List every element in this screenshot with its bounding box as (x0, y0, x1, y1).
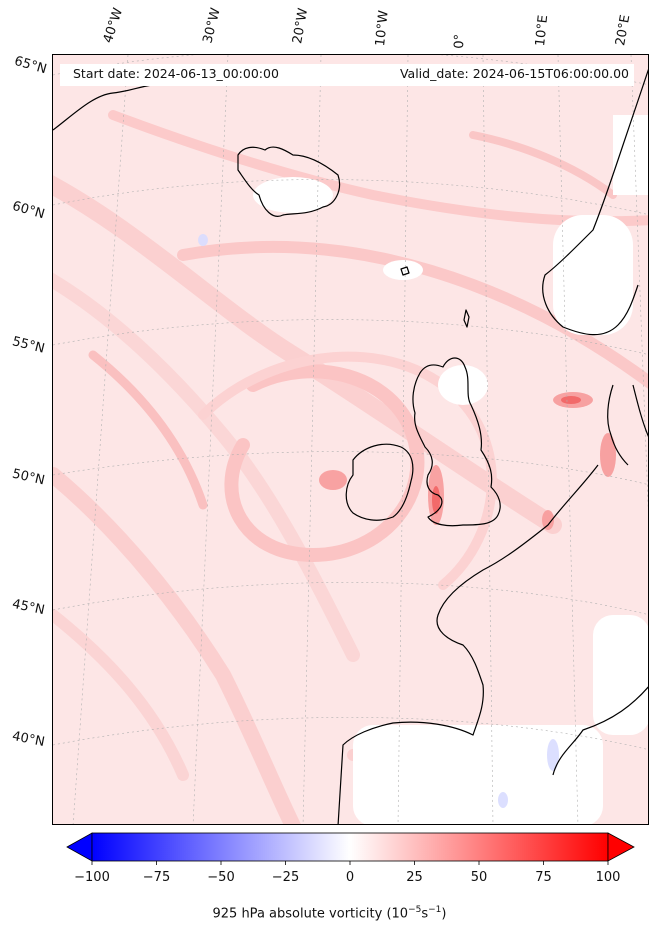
colorbar-gradient (91, 832, 609, 862)
colorbar-tick-label: 50 (470, 870, 488, 885)
colorbar-tick-label: 0 (345, 870, 355, 885)
colorbar-min-extend (66, 832, 93, 862)
colorbar-tick-label: −100 (74, 870, 110, 885)
colorbar-title-exp2: −1 (428, 905, 442, 915)
colorbar-title-end: ) (441, 906, 447, 922)
colorbar-max-extend (607, 832, 635, 862)
map-panel (52, 54, 649, 825)
colorbar-tick-marks (91, 861, 609, 865)
colorbar-title-exp1: −5 (408, 905, 422, 915)
start-date-label: Start date: 2024-06-13_00:00:00 (73, 66, 279, 81)
colorbar-title-mid: s (421, 906, 429, 922)
colorbar-tick-label: −25 (271, 870, 300, 885)
colorbar-tick-label: 75 (535, 870, 552, 885)
vorticity-field (53, 55, 648, 824)
info-bar (60, 64, 634, 86)
colorbar-title-main: 925 hPa absolute vorticity (10 (212, 906, 409, 922)
colorbar-tick-label: 25 (406, 870, 423, 885)
colorbar-tick-label: −75 (142, 870, 171, 885)
colorbar-tick-label: −50 (207, 870, 235, 885)
colorbar-tick-label: 100 (595, 870, 621, 885)
valid-date-label: Valid_date: 2024-06-15T06:00:00.00 (399, 66, 629, 81)
colorbar-title: 925 hPa absolute vorticity (10−5s−1) (0, 905, 659, 921)
